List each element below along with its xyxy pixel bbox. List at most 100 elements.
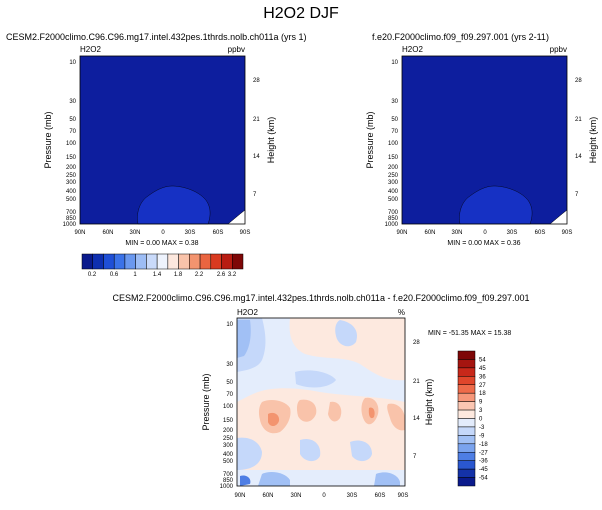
colorbar-swatch <box>189 253 201 270</box>
colorbar-label: 3 <box>479 408 483 414</box>
tick-label: 300 <box>66 180 77 186</box>
colorbar-swatch <box>178 253 190 270</box>
tick-label: 30S <box>507 230 518 236</box>
anomaly-region <box>368 407 375 419</box>
tick-label: 30S <box>185 230 196 236</box>
anomaly-region <box>387 403 405 431</box>
min-max-text: MIN = -51.35 MAX = 15.38 <box>428 330 511 337</box>
tick-label: 90S <box>398 493 409 499</box>
tick-label: 700 <box>223 472 234 478</box>
colorbar-label: 18 <box>479 391 486 397</box>
colorbar-swatch <box>103 253 115 270</box>
tick-label: 100 <box>223 404 234 410</box>
anomaly-region <box>240 475 251 486</box>
colorbar-label: 45 <box>479 366 486 372</box>
tick-label: 850 <box>66 216 77 222</box>
height-axis: 28 21 14 7 <box>413 340 420 460</box>
tick-label: 60S <box>375 493 386 499</box>
tick-label: 30 <box>226 362 233 368</box>
tick-label: 250 <box>388 173 399 179</box>
tick-label: 1000 <box>220 484 234 490</box>
tick-label: 60S <box>213 230 224 236</box>
units-label: ppbv <box>228 45 245 54</box>
colorbar-swatch <box>457 409 476 419</box>
y-axis-right-title: Height (km) <box>266 117 276 164</box>
tick-label: 500 <box>223 459 234 465</box>
anomaly-region <box>289 318 405 381</box>
panel-title: CESM2.F2000climo.C96.C96.mg17.intel.432p… <box>6 32 307 42</box>
tick-label: 250 <box>223 436 234 442</box>
tick-label: 21 <box>253 117 260 123</box>
tick-label: 50 <box>226 380 233 386</box>
colorbar-swatch <box>135 253 147 270</box>
colorbar-label: -45 <box>479 467 488 473</box>
y-axis-right-title: Height (km) <box>588 117 598 164</box>
x-axis: 90N 60N 30N 0 30S 60S 90S <box>396 230 572 236</box>
terrain-edge <box>549 209 568 225</box>
tick-label: 500 <box>388 197 399 203</box>
tick-label: 14 <box>575 154 582 160</box>
colorbar-swatch <box>167 253 179 270</box>
panel-model: CESM2.F2000climo.C96.C96.mg17.intel.432p… <box>6 32 307 247</box>
tick-label: 30S <box>347 493 358 499</box>
tick-label: 60N <box>102 230 113 236</box>
height-axis: 28 21 14 7 <box>253 78 260 198</box>
colorbar-swatch <box>457 350 476 360</box>
anomaly-region <box>300 438 321 462</box>
y-axis-right-title: Height (km) <box>424 379 434 426</box>
tick-label: 700 <box>388 210 399 216</box>
tick-label: 90N <box>234 493 245 499</box>
terrain-edge <box>227 209 246 225</box>
colorbar-label: 2.6 <box>217 272 226 278</box>
tick-label: 1000 <box>63 222 77 228</box>
colorbar-swatch <box>457 418 476 428</box>
tick-label: 70 <box>69 129 76 135</box>
tick-label: 28 <box>413 340 420 346</box>
tick-label: 150 <box>223 418 234 424</box>
difference-field <box>237 318 405 486</box>
colorbar-swatch <box>457 359 476 369</box>
colorbar-swatch <box>457 460 476 470</box>
tick-label: 150 <box>388 155 399 161</box>
tick-label: 90N <box>396 230 407 236</box>
colorbar-swatch <box>457 367 476 377</box>
tick-label: 400 <box>223 452 234 458</box>
tick-label: 10 <box>226 322 233 328</box>
colorbar-swatch <box>124 253 136 270</box>
colorbar-label: -3 <box>479 425 485 431</box>
pressure-axis: 10 30 50 70 100 150 200 250 300 400 500 … <box>220 322 234 490</box>
tick-label: 60S <box>535 230 546 236</box>
colorbar-swatch <box>457 443 476 453</box>
tick-label: 0 <box>161 230 165 236</box>
tick-label: 60N <box>424 230 435 236</box>
x-axis: 90N 60N 30N 0 30S 60S 90S <box>234 493 408 499</box>
tick-label: 100 <box>66 141 77 147</box>
tick-label: 90N <box>74 230 85 236</box>
colorbar-swatch <box>457 452 476 461</box>
colorbar-label: -27 <box>479 450 488 456</box>
tick-label: 30 <box>391 99 398 105</box>
anomaly-region <box>296 399 317 422</box>
anomaly-region <box>328 401 342 422</box>
colorbar-label: 54 <box>479 357 486 363</box>
tick-label: 0 <box>483 230 487 236</box>
tick-label: 10 <box>69 60 76 66</box>
tick-label: 700 <box>66 210 77 216</box>
tick-label: 250 <box>66 173 77 179</box>
colorbar-label: 0.6 <box>110 272 119 278</box>
plot-frame <box>401 55 568 225</box>
colorbar-label: 0.2 <box>88 272 97 278</box>
tropical-contour <box>459 185 533 225</box>
page-title: H2O2 DJF <box>263 5 339 22</box>
tick-label: 500 <box>66 197 77 203</box>
anomaly-region <box>350 440 372 462</box>
colorbar-label: -9 <box>479 433 485 439</box>
tick-label: 90S <box>562 230 573 236</box>
x-axis: 90N 60N 30N 0 30S 60S 90S <box>74 230 250 236</box>
anomaly-region <box>295 370 336 388</box>
colorbar-swatch <box>457 477 476 487</box>
tick-label: 400 <box>66 189 77 195</box>
colorbar-difference: 54 45 36 27 18 9 3 0 -3 -9 -18 -27 -36 -45 -54 <box>457 350 488 487</box>
panel-title: CESM2.F2000climo.C96.C96.mg17.intel.432p… <box>112 293 529 303</box>
